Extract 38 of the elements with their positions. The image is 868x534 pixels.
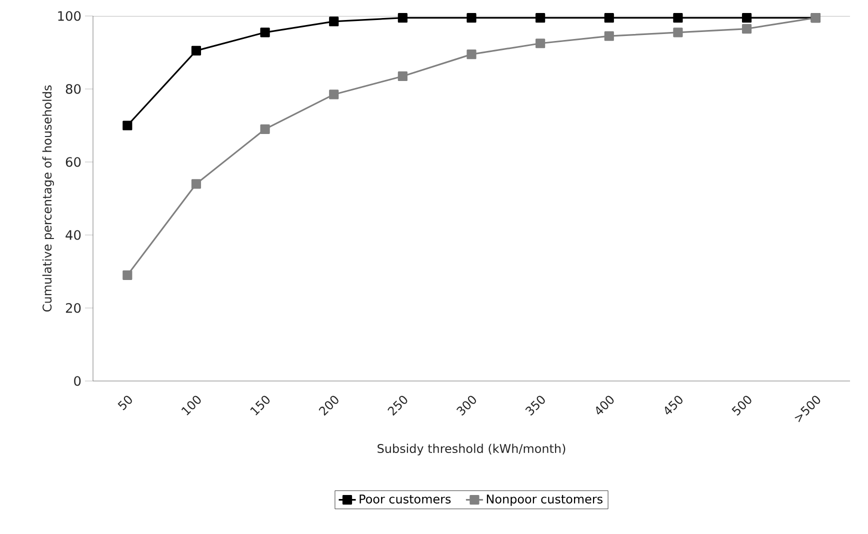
point <box>742 13 752 23</box>
point <box>673 13 683 23</box>
point <box>536 13 546 23</box>
y-tick-label: 60 <box>66 157 81 167</box>
x-axis-title: Subsidy threshold (kWh/month) <box>378 444 566 456</box>
y-axis-title: Cumulative percentage of households <box>42 85 54 312</box>
point <box>329 16 339 26</box>
point <box>260 124 270 134</box>
point <box>122 120 132 130</box>
legend-label: Nonpoor customers <box>486 494 602 506</box>
point <box>604 13 614 23</box>
y-tick-label: 0 <box>74 376 81 386</box>
y-tick-label: 20 <box>66 303 81 313</box>
point <box>466 13 476 23</box>
point <box>398 71 408 82</box>
point <box>191 46 202 56</box>
point <box>466 50 476 60</box>
point <box>604 31 614 41</box>
y-tick-label: 40 <box>66 230 81 240</box>
point <box>742 24 752 34</box>
y-tick-label: 100 <box>58 11 81 21</box>
x-tick-label: 450 <box>664 396 682 415</box>
x-tick-label: 350 <box>525 396 545 416</box>
x-tick-label: 500 <box>732 396 752 416</box>
point <box>122 270 132 280</box>
x-tick-label: 300 <box>456 396 476 416</box>
point <box>398 13 408 23</box>
x-tick-label: 100 <box>181 396 201 416</box>
x-tick-label: 400 <box>596 396 614 415</box>
point <box>260 28 270 38</box>
point <box>329 90 339 100</box>
x-tick-label: 50 <box>118 396 132 410</box>
point <box>536 38 546 48</box>
x-tick-label: 150 <box>250 396 270 416</box>
legend-label: Poor customers <box>360 494 451 504</box>
point <box>673 28 683 38</box>
y-tick-label: 80 <box>66 84 81 94</box>
point <box>191 179 202 189</box>
